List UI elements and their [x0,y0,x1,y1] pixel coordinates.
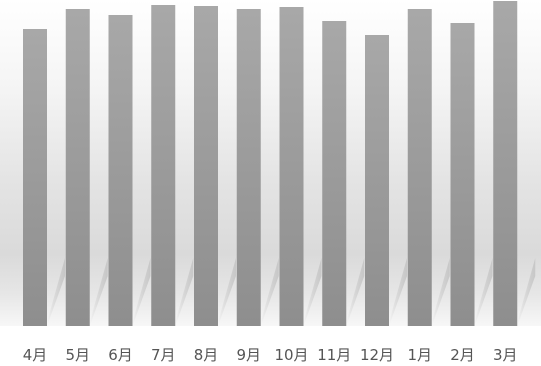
x-tick-label: 8月 [194,346,219,364]
bar-9 [365,35,389,326]
x-tick-label: 12月 [360,346,394,364]
x-tick-label: 4月 [23,346,48,364]
bar-5 [194,6,218,326]
bar-10 [407,9,432,326]
x-tick-label: 7月 [151,346,176,364]
bar-shadows [47,258,536,326]
bar-6 [236,9,261,326]
x-tick-label: 9月 [236,346,261,364]
bar-12 [493,1,518,326]
bar-4 [151,5,176,326]
bar-shadow [431,258,450,326]
bar-shadow [517,258,536,326]
bar-shadow [346,258,365,326]
x-tick-label: 1月 [407,346,432,364]
bar-8 [322,21,347,326]
bar-shadow [47,258,65,326]
bar-shadow [303,258,322,326]
x-tick-label: 10月 [274,346,308,364]
bar-shadow [89,258,108,326]
x-tick-label: 3月 [493,346,518,364]
bar-shadow [474,258,493,326]
bar-shadow [389,258,407,326]
x-tick-label: 6月 [108,346,133,364]
bar-11 [450,23,475,326]
bar-shadow [132,258,151,326]
bars [23,1,518,326]
bar-1 [23,29,47,326]
x-axis-labels: 4月 5月 6月 7月 8月 9月 10月 11月 12月 1月 2月 3月 [23,346,518,364]
bar-shadow [175,258,194,326]
x-tick-label: 11月 [317,346,351,364]
x-tick-label: 2月 [450,346,475,364]
bar-3 [108,15,133,326]
x-tick-label: 5月 [65,346,90,364]
bar-shadow [260,258,279,326]
bar-2 [65,9,90,326]
bar-shadow [218,258,236,326]
bar-7 [279,7,304,326]
